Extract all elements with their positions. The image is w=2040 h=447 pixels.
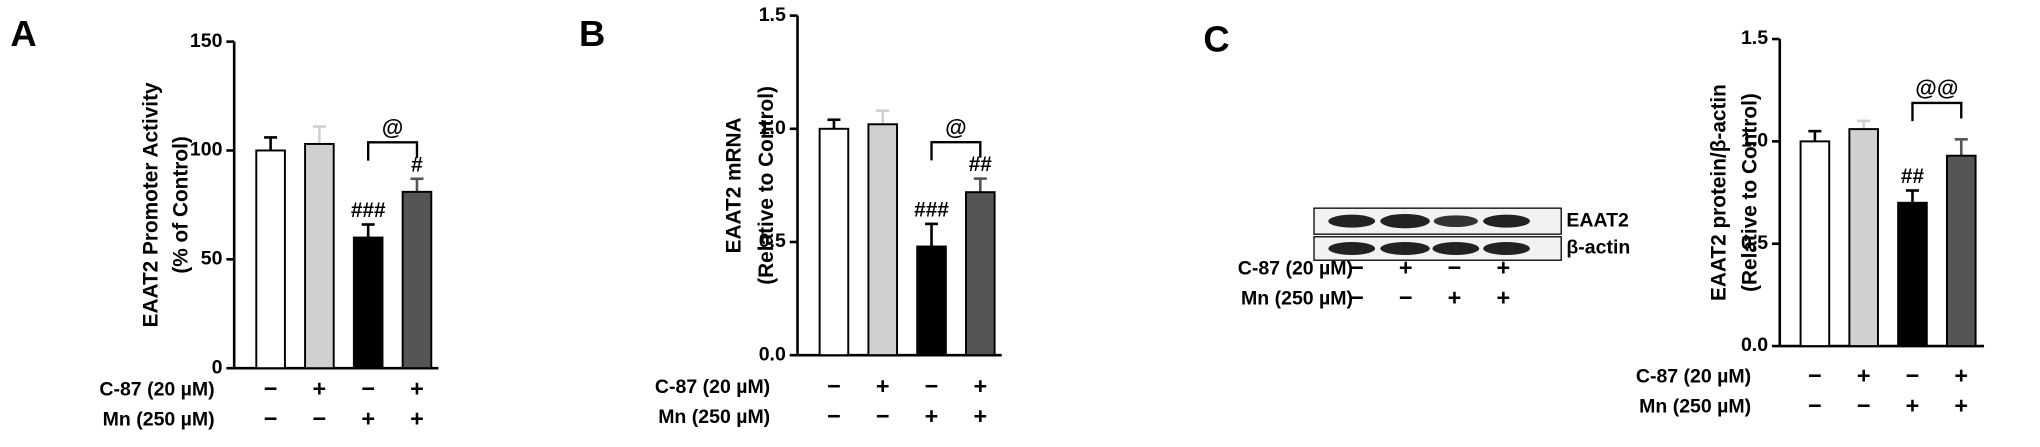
band xyxy=(1483,241,1530,255)
treatment-sign: − xyxy=(925,373,939,399)
treatment-sign: + xyxy=(1496,254,1510,280)
treatment-label: C-87 (20 µM) xyxy=(1238,257,1353,279)
bar xyxy=(255,149,286,370)
panel-label: B xyxy=(579,13,605,54)
treatment-sign: − xyxy=(827,373,841,399)
treatment-sign: + xyxy=(361,405,375,431)
treatment-sign: − xyxy=(264,405,278,431)
bracket xyxy=(1911,101,1963,122)
significance-label: # xyxy=(411,153,423,176)
y-tick-label: 150 xyxy=(190,30,223,52)
treatment-sign: + xyxy=(410,405,424,431)
y-tick-label: 1.0 xyxy=(759,117,786,139)
y-tick-label: 0.5 xyxy=(1741,232,1768,254)
treatment-sign: + xyxy=(410,375,424,401)
treatment-label: Mn (250 µM) xyxy=(1639,395,1751,417)
treatment-sign: + xyxy=(1954,362,1968,388)
y-axis-label: EAAT2 protein/β-actin xyxy=(1707,84,1730,301)
y-axis-label: EAAT2 Promoter Activity xyxy=(140,82,163,327)
band xyxy=(1432,241,1480,255)
bar xyxy=(1945,154,1977,348)
panel-label: C xyxy=(1203,18,1229,59)
significance-label: ### xyxy=(351,199,386,222)
treatment-sign: − xyxy=(361,375,375,401)
bracket xyxy=(930,141,982,161)
treatment-sign: − xyxy=(264,375,278,401)
bar xyxy=(1848,128,1879,348)
band xyxy=(1433,215,1478,228)
treatment-sign: − xyxy=(1857,392,1871,418)
treatment-sign: − xyxy=(1808,392,1822,418)
treatment-sign: + xyxy=(925,403,939,429)
treatment-sign: + xyxy=(876,373,890,399)
treatment-sign: − xyxy=(827,403,841,429)
treatment-sign: − xyxy=(1906,362,1920,388)
y-tick-label: 0 xyxy=(212,356,223,378)
y-tick-label: 0.5 xyxy=(759,230,786,252)
treatment-label: Mn (250 µM) xyxy=(658,406,770,428)
treatment-sign: + xyxy=(973,403,987,429)
bar xyxy=(304,142,335,370)
bracket-label: @ xyxy=(945,115,967,140)
bar xyxy=(916,245,947,357)
bar xyxy=(352,236,384,370)
band xyxy=(1380,214,1430,229)
bar xyxy=(965,191,996,357)
y-tick-label: 0.0 xyxy=(1741,334,1768,356)
treatment-sign: − xyxy=(1399,284,1413,310)
y-axis-label: (% of Control) xyxy=(170,136,193,273)
bar xyxy=(818,127,850,357)
treatment-label: Mn (250 µM) xyxy=(1241,287,1353,309)
treatment-sign: − xyxy=(313,405,327,431)
significance-label: ### xyxy=(914,198,949,221)
significance-label: ## xyxy=(1901,165,1925,188)
y-tick-label: 100 xyxy=(190,139,223,161)
y-tick-label: 0.0 xyxy=(759,343,786,365)
treatment-sign: + xyxy=(973,373,987,399)
band xyxy=(1328,241,1376,255)
treatment-sign: − xyxy=(1448,254,1462,280)
bar xyxy=(401,190,433,370)
treatment-label: C-87 (20 µM) xyxy=(1636,365,1751,387)
treatment-sign: + xyxy=(1448,284,1462,310)
band xyxy=(1328,214,1376,228)
treatment-sign: + xyxy=(1857,362,1871,388)
treatment-label: Mn (250 µM) xyxy=(103,408,215,430)
y-tick-label: 50 xyxy=(201,247,223,269)
y-axis-label: (Relative to Control) xyxy=(755,86,778,285)
treatment-sign: + xyxy=(313,375,327,401)
treatment-sign: − xyxy=(1350,254,1364,280)
bracket-label: @ xyxy=(382,115,404,140)
significance-label: ## xyxy=(969,153,993,176)
treatment-label: C-87 (20 µM) xyxy=(99,378,214,400)
treatment-sign: + xyxy=(1954,392,1968,418)
band-label: EAAT2 xyxy=(1566,209,1629,231)
bracket xyxy=(367,141,419,161)
bar xyxy=(867,123,899,357)
treatment-sign: + xyxy=(1496,284,1510,310)
panel-label: A xyxy=(10,13,36,54)
y-axis-label: EAAT2 mRNA xyxy=(723,117,746,253)
treatment-sign: + xyxy=(1399,254,1413,280)
y-tick-label: 1.5 xyxy=(759,4,786,26)
bracket-label: @@ xyxy=(1915,76,1958,101)
bar xyxy=(1897,201,1928,348)
y-tick-label: 1.0 xyxy=(1741,130,1768,152)
treatment-sign: − xyxy=(876,403,890,429)
treatment-sign: − xyxy=(1808,362,1822,388)
bar xyxy=(1799,140,1831,348)
treatment-sign: + xyxy=(1906,392,1920,418)
band xyxy=(1483,214,1530,228)
band xyxy=(1380,241,1430,255)
band-label: β-actin xyxy=(1566,237,1630,259)
treatment-sign: − xyxy=(1350,284,1364,310)
y-tick-label: 1.5 xyxy=(1741,27,1768,49)
western-blot: EAAT2 β-actin xyxy=(1313,207,1630,261)
treatment-label: C-87 (20 µM) xyxy=(655,376,770,398)
figure-body: A B C EAAT2 β-actin 0 50 100 150 EAAT2 Promo… xyxy=(10,4,1985,431)
y-axis-label: (Relative to Control) xyxy=(1739,93,1762,292)
